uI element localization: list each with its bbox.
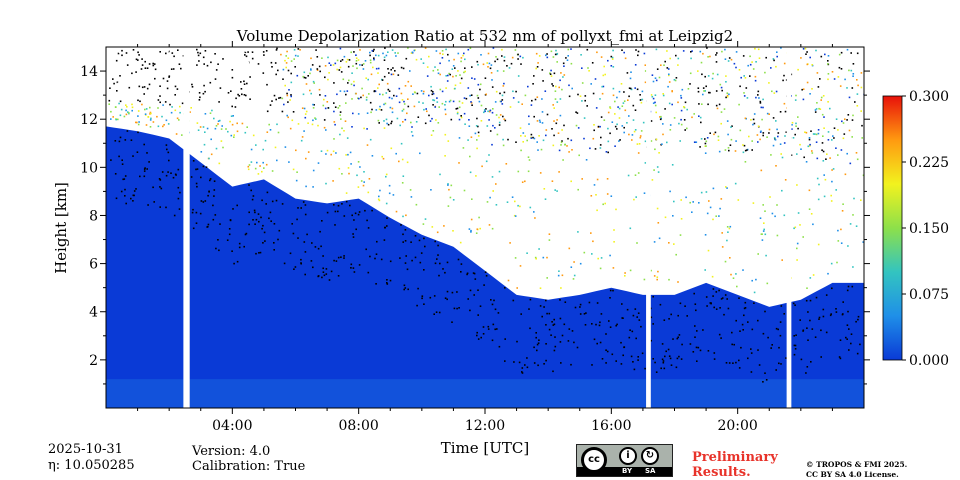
noise-speckle <box>108 47 864 383</box>
y-tick-label: 14 <box>80 64 98 80</box>
by-person-icon: ⅰ <box>619 447 637 465</box>
boundary-layer-region <box>106 126 864 408</box>
data-gap-2 <box>646 47 651 408</box>
y-tick-label: 4 <box>89 305 98 321</box>
eta-label: η: 10.050285 <box>48 458 135 473</box>
cc-license-badge: cc ⅰ ↻ BY SA <box>576 444 673 477</box>
y-tick-label: 6 <box>89 257 98 273</box>
colorbar-tick-label: 0.300 <box>909 89 949 105</box>
colorbar-tick-label: 0.000 <box>909 353 949 369</box>
heatmap <box>106 47 864 408</box>
data-gap-1 <box>183 47 190 408</box>
y-tick-label: 8 <box>89 208 98 224</box>
cc-badge-bar <box>577 467 672 476</box>
chart-title: Volume Depolarization Ratio at 532 nm of… <box>236 27 733 45</box>
results-label: Results. <box>692 465 751 480</box>
data-gap-3 <box>786 47 792 408</box>
cc-by-label: BY <box>622 467 633 475</box>
copyright-label: © TROPOS & FMI 2025. <box>806 460 908 469</box>
x-axis: 04:00 08:00 12:00 16:00 20:00 <box>137 41 833 434</box>
cc-icon: cc <box>581 447 607 473</box>
x-tick-label: 16:00 <box>591 418 631 434</box>
preliminary-label: Preliminary <box>692 450 778 465</box>
y-tick-label: 2 <box>89 353 98 369</box>
calibration-label: Calibration: True <box>192 459 306 474</box>
x-tick-label: 08:00 <box>338 418 378 434</box>
x-axis-label: Time [UTC] <box>441 439 530 457</box>
x-tick-label: 04:00 <box>212 418 252 434</box>
colorbar-ticks: 0.000 0.075 0.150 0.225 0.300 <box>902 89 949 369</box>
colorbar-tick-label: 0.075 <box>909 287 949 303</box>
share-alike-icon: ↻ <box>641 447 659 465</box>
y-tick-label: 12 <box>80 112 98 128</box>
cc-sa-label: SA <box>645 467 656 475</box>
colorbar-tick-label: 0.150 <box>909 221 949 237</box>
license-label: CC BY SA 4.0 License. <box>806 470 899 479</box>
version-label: Version: 4.0 <box>192 444 271 459</box>
y-axis-label: Height [km] <box>52 182 70 274</box>
y-axis: 2 4 6 8 10 12 14 <box>80 64 870 385</box>
x-tick-label: 20:00 <box>717 418 757 434</box>
y-tick-label: 10 <box>80 160 98 176</box>
date-label: 2025-10-31 <box>48 442 123 457</box>
surface-layer <box>106 379 864 408</box>
colorbar <box>882 95 903 361</box>
colorbar-tick-label: 0.225 <box>909 155 949 171</box>
x-tick-label: 12:00 <box>465 418 505 434</box>
